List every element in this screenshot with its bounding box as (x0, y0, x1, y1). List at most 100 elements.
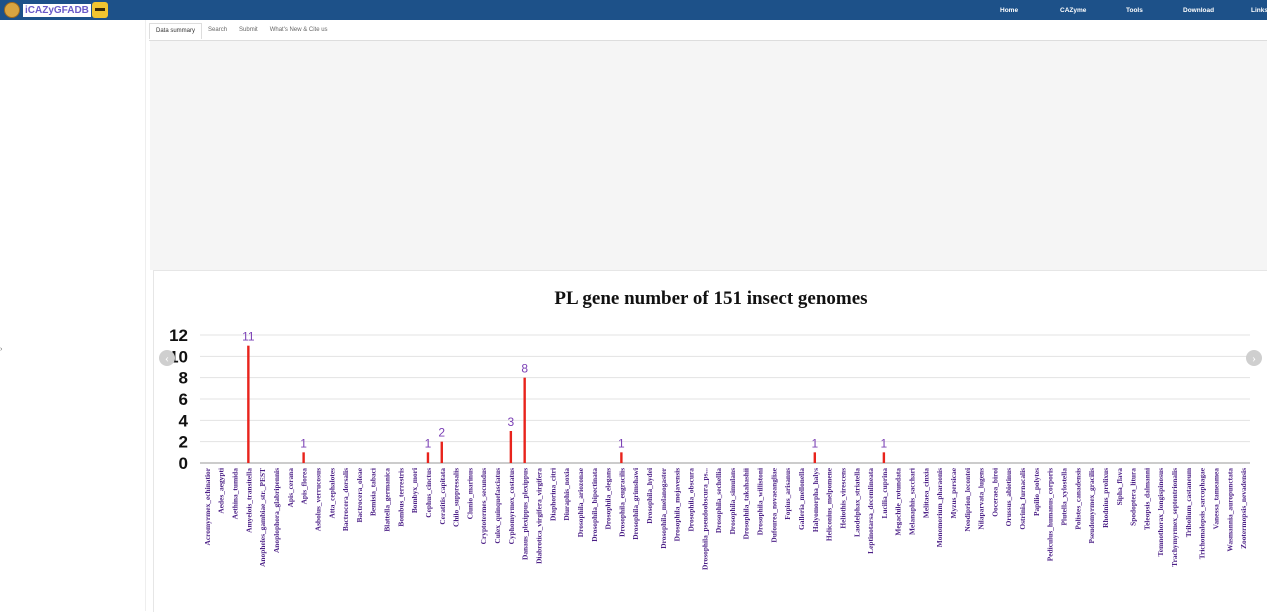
x-tick-label: Asbolus_verrucosus (313, 468, 322, 531)
x-tick-label: Drosophila_melanogaster (659, 467, 668, 548)
x-tick-label: Trichomalopsis_sarcophagae (1198, 467, 1207, 559)
x-tick-label: Bactrocera_dorsalis (341, 468, 350, 531)
bar[interactable] (620, 452, 623, 463)
bar[interactable] (302, 452, 305, 463)
nav-links[interactable]: Links (1251, 6, 1267, 14)
bar[interactable] (509, 431, 513, 463)
x-tick-label: Aedes_aegypti (217, 468, 226, 514)
x-tick-label: Temnothorax_longispinosus (1156, 468, 1165, 557)
sidebar-divider (145, 20, 146, 611)
x-tick-label: Spodoptera_litura (1129, 468, 1138, 526)
sidebar-toggle-button[interactable]: › (0, 346, 3, 353)
x-tick-label: Nilaparvata_lugens (977, 468, 986, 530)
x-tick-label: Lucilia_cuprina (880, 468, 889, 519)
x-tick-label: Myzus_persicae (949, 467, 958, 518)
bar[interactable] (440, 441, 443, 463)
logo-emblem-icon (4, 2, 20, 18)
tab-whats-new[interactable]: What's New & Cite us (269, 27, 328, 33)
x-tick-label: Danaus_plexippus_plexippus (521, 468, 530, 560)
x-tick-label: Heliothis_virescens (838, 468, 847, 529)
top-navbar: iCAZyGFADB Home CAZyme Tools Download Li… (0, 0, 1267, 20)
tab-bar: Data summary Search Submit What's New & … (149, 23, 334, 39)
x-tick-label: Pseudomyrmex_gracilis (1087, 468, 1096, 544)
x-tick-label: Atta_cephalotes (327, 468, 336, 519)
x-tick-label: Diuraphis_noxia (562, 468, 571, 521)
x-tick-label: Rhodnius_prolixus (1101, 468, 1110, 528)
bar[interactable] (426, 452, 430, 463)
x-tick-label: Plutella_xylostella (1059, 468, 1068, 526)
x-tick-label: Melanaphis_sacchari (908, 468, 917, 535)
site-logo[interactable]: iCAZyGFADB (4, 1, 108, 19)
tab-data-summary[interactable]: Data summary (149, 23, 203, 39)
chevron-left-icon: ‹ (165, 351, 169, 365)
x-tick-label: Bactrocera_oleae (355, 467, 364, 522)
x-tick-label: Aethina_tumida (231, 468, 240, 520)
x-tick-label: Melitaea_cinxia (921, 468, 930, 518)
x-tick-label: Bombyx_mori (410, 468, 419, 513)
y-tick-label: 2 (179, 433, 188, 452)
x-tick-label: Pediculus_humanus_corporis (1046, 468, 1055, 561)
x-tick-label: Drosophila_ariozonae (576, 467, 585, 537)
nav-download[interactable]: Download (1183, 6, 1215, 14)
tab-submit[interactable]: Submit (239, 27, 258, 33)
nav-cazyme[interactable]: CAZyme (1060, 6, 1087, 14)
bar-value-label: 8 (521, 362, 528, 376)
y-tick-label: 6 (179, 390, 188, 409)
bar-value-label: 2 (438, 426, 445, 440)
chart-title: PL gene number of 151 insect genomes (554, 288, 867, 309)
x-tick-label: Sipha_flava (1115, 468, 1124, 506)
x-tick-label: Drosophila_elegans (604, 468, 613, 530)
x-tick-label: Monomorium_pharaonis (935, 468, 944, 547)
bar-value-label: 1 (300, 436, 307, 450)
x-tick-label: Diaphorina_citri (548, 468, 557, 521)
x-tick-label: Tribolium_castaneum (1184, 467, 1193, 537)
bar-value-label: 1 (881, 436, 888, 450)
x-tick-label: Ostrinia_furnacalis (1018, 468, 1027, 530)
x-tick-label: Bemisia_tabaci (369, 468, 378, 516)
nav-home[interactable]: Home (1000, 6, 1019, 14)
carousel-next-button[interactable]: › (1246, 350, 1262, 366)
x-tick-label: Drosophila_simulans (728, 468, 737, 535)
x-tick-label: Cephus_cinctus (424, 468, 433, 518)
x-tick-label: Amyelois_transitella (244, 468, 253, 533)
x-tick-label: Teleopsis_dalmanni (1142, 468, 1151, 530)
chart-panel (153, 270, 1267, 612)
x-tick-label: Polistes_canadensis (1073, 468, 1082, 530)
x-tick-label: Ooceraea_biroi (990, 468, 999, 517)
x-tick-label: Ceratitis_capitata (438, 468, 447, 525)
x-tick-label: Vanessa_tameamea (1211, 468, 1220, 530)
bar[interactable] (882, 452, 886, 463)
tab-search[interactable]: Search (208, 27, 228, 33)
x-tick-label: Galleria_mellonella (797, 468, 806, 530)
x-tick-label: Leptinotarsa_decemlineata (866, 468, 875, 554)
x-tick-label: Clunio_marinus (465, 468, 474, 519)
x-tick-label: Drosophila_eugracilis (617, 468, 626, 537)
y-tick-label: 0 (179, 454, 188, 473)
x-tick-label: Laodelphax_striatella (852, 468, 861, 537)
x-tick-label: Heliconius_melpomene (825, 467, 834, 541)
x-tick-label: Culex_quinquefasciatus (493, 468, 502, 544)
bar[interactable] (813, 452, 817, 463)
x-tick-label: Drosophila_bipectinata (590, 468, 599, 542)
x-tick-label: Halyomorpha_halys (811, 468, 820, 532)
y-tick-label: 4 (179, 411, 189, 430)
nav-tools[interactable]: Tools (1126, 6, 1143, 14)
x-tick-label: Orussus_abietinus (1004, 468, 1013, 526)
x-tick-label: Dufourea_novaeangliae (769, 467, 778, 542)
x-tick-label: Bombus_terrestris (396, 468, 405, 527)
bee-icon (91, 2, 108, 18)
x-tick-label: Anoplophora_glabripennis (272, 468, 281, 553)
bar[interactable] (523, 377, 526, 463)
x-tick-label: Neodiprion_lecontei (963, 468, 972, 532)
x-tick-label: Wasmannia_auropunctata (1225, 468, 1234, 552)
carousel-prev-button[interactable]: ‹ (159, 350, 175, 366)
x-tick-label: Drosophila_sechellia (714, 468, 723, 533)
x-tick-label: Zootermopsis_nevadensis (1239, 468, 1248, 549)
bar[interactable] (247, 345, 250, 463)
logo-text: iCAZyGFADB (23, 3, 91, 17)
x-tick-label: Apis_florea (300, 468, 309, 505)
x-tick-label: Acromyrmex_echinatior (203, 467, 212, 545)
summary-placeholder-area (150, 41, 1267, 270)
x-tick-label: Drosophila_grimshawi (631, 468, 640, 540)
